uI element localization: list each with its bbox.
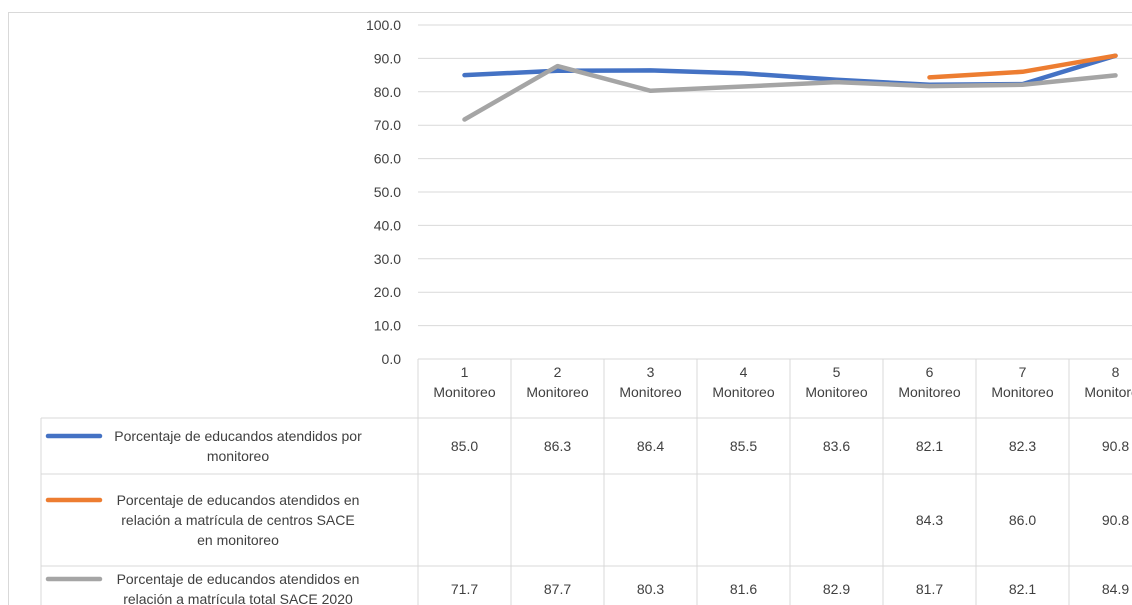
data-table-value: 80.3	[637, 581, 664, 597]
x-category-label: Monitoreo	[526, 384, 588, 400]
data-table-value: 81.7	[916, 581, 943, 597]
y-tick-label: 90.0	[374, 50, 401, 66]
legend-label: monitoreo	[207, 448, 269, 464]
y-tick-label: 60.0	[374, 151, 401, 167]
y-tick-label: 100.0	[366, 17, 401, 33]
series-line-3	[462, 63, 1118, 122]
data-table-value: 84.3	[916, 512, 943, 528]
data-table-value: 86.3	[544, 438, 571, 454]
legend-label: Porcentaje de educandos atendidos en	[117, 571, 360, 587]
data-table-value: 85.0	[451, 438, 478, 454]
data-table-value: 86.4	[637, 438, 664, 454]
legend-label: Porcentaje de educandos atendidos por	[114, 428, 362, 444]
x-category-label: Monitoreo	[433, 384, 495, 400]
x-category-label: 7	[1019, 364, 1027, 380]
y-tick-label: 10.0	[374, 318, 401, 334]
legend-label: en monitoreo	[197, 532, 279, 548]
x-category-label: Monitoreo	[619, 384, 681, 400]
x-category-label: 4	[740, 364, 748, 380]
series-line-2	[927, 53, 1118, 80]
data-table-value: 81.6	[730, 581, 757, 597]
y-tick-label: 0.0	[382, 351, 402, 367]
legend-label: relación a matrícula de centros SACE	[121, 512, 354, 528]
x-category-label: Monitoreo	[1084, 384, 1132, 400]
y-tick-label: 40.0	[374, 217, 401, 233]
data-table-value: 87.7	[544, 581, 571, 597]
data-table-value: 82.1	[1009, 581, 1036, 597]
x-category-label: 1	[461, 364, 469, 380]
data-table-value: 83.6	[823, 438, 850, 454]
data-table-value: 90.8	[1102, 512, 1129, 528]
chart-frame	[8, 12, 1132, 605]
x-category-label: Monitoreo	[898, 384, 960, 400]
data-table-value: 82.9	[823, 581, 850, 597]
data-table-value: 84.9	[1102, 581, 1129, 597]
y-tick-label: 50.0	[374, 184, 401, 200]
x-category-label: 2	[554, 364, 562, 380]
data-table-value: 82.3	[1009, 438, 1036, 454]
legend-label: Porcentaje de educandos atendidos en	[117, 492, 360, 508]
x-category-label: Monitoreo	[805, 384, 867, 400]
x-category-label: 6	[926, 364, 934, 380]
x-category-label: 3	[647, 364, 655, 380]
x-category-label: Monitoreo	[712, 384, 774, 400]
x-category-label: 5	[833, 364, 841, 380]
y-tick-label: 30.0	[374, 251, 401, 267]
y-tick-label: 80.0	[374, 84, 401, 100]
data-table-value: 82.1	[916, 438, 943, 454]
y-tick-label: 70.0	[374, 117, 401, 133]
data-table-value: 90.8	[1102, 438, 1129, 454]
x-category-label: Monitoreo	[991, 384, 1053, 400]
data-table-value: 86.0	[1009, 512, 1036, 528]
x-category-label: 8	[1112, 364, 1120, 380]
y-tick-label: 20.0	[374, 284, 401, 300]
data-table-value: 85.5	[730, 438, 757, 454]
legend-label: relación a matrícula total SACE 2020	[123, 591, 353, 605]
data-table-value: 71.7	[451, 581, 478, 597]
